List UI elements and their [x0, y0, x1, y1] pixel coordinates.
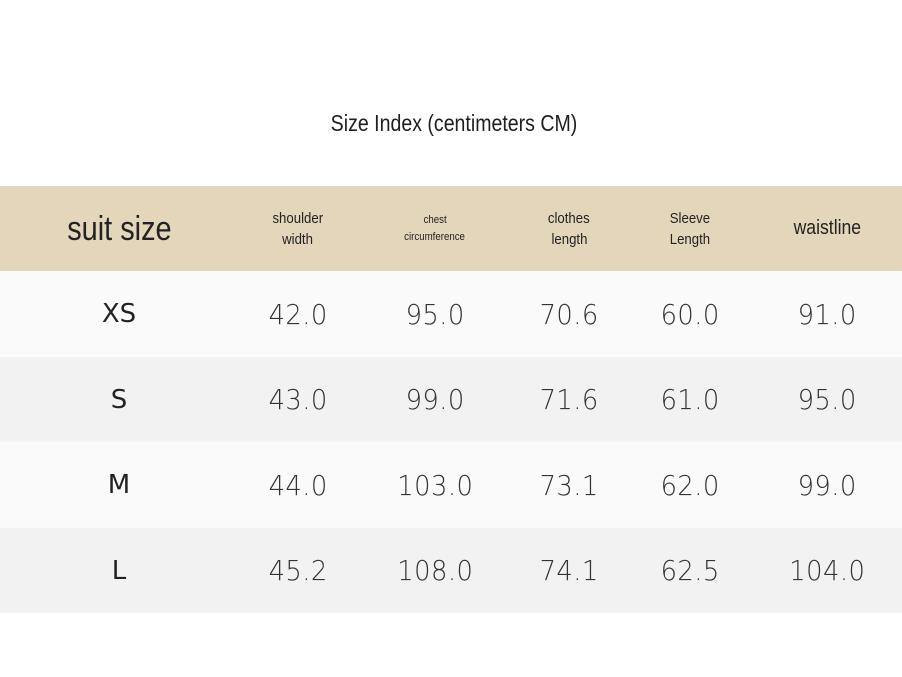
table-cell: 108.0 [365, 528, 505, 613]
table-cell: 71.6 [499, 357, 639, 442]
table-cell: 43.0 [228, 357, 368, 442]
table-cell: 61.0 [620, 357, 760, 442]
measurement: 95.0 [797, 383, 857, 416]
header-row: suit size shoulder width chest circumference… [0, 186, 902, 271]
header-text: Length [669, 230, 711, 248]
table-title: Size Index (centimeters CM) [330, 110, 578, 136]
header-text: Sleeve [669, 209, 711, 227]
measurement: 62.5 [660, 554, 720, 587]
table-cell: 45.2 [228, 528, 368, 613]
measurement: 99.0 [797, 468, 857, 502]
header-cell: Sleeve Length [620, 186, 760, 271]
table-row: L 45.2 108.0 74.1 62.5 104.0 [0, 528, 902, 613]
measurement: 108.0 [396, 554, 474, 587]
table-row: XS 42.0 95.0 70.6 60.0 91.0 [0, 271, 902, 357]
table-cell: 95.0 [757, 357, 897, 442]
measurement: 42.0 [268, 297, 328, 331]
table-cell: 60.0 [620, 271, 760, 357]
measurement: 70.6 [539, 297, 599, 331]
measurement: 74.1 [539, 554, 599, 587]
measurement: 61.0 [660, 383, 720, 416]
size-label: M [107, 470, 131, 500]
table-cell: L [49, 528, 189, 613]
table-cell: 62.5 [620, 528, 760, 613]
table-cell: 74.1 [499, 528, 639, 613]
header-cell: chest circumference [365, 186, 505, 271]
table-cell: 42.0 [228, 271, 368, 357]
measurement: 60.0 [660, 297, 720, 331]
header-text: shoulder [272, 209, 324, 227]
table-cell: M [49, 442, 189, 528]
measurement: 103.0 [396, 468, 474, 502]
table-cell: 44.0 [228, 442, 368, 528]
table-row: M 44.0 103.0 73.1 62.0 99.0 [0, 442, 902, 528]
header-cell: clothes length [499, 186, 639, 271]
table-cell: 103.0 [365, 442, 505, 528]
header-text: chest [423, 213, 447, 226]
measurement: 99.0 [405, 383, 465, 416]
measurement: 44.0 [268, 468, 328, 502]
measurement: 71.6 [539, 383, 599, 416]
measurement: 43.0 [268, 383, 328, 416]
header-cell: shoulder width [228, 186, 368, 271]
header-text: clothes [548, 209, 590, 227]
header-text: length [551, 230, 587, 248]
table-cell: XS [49, 271, 189, 357]
measurement: 104.0 [788, 554, 866, 587]
header-cell: waistline [757, 186, 897, 271]
table-cell: 104.0 [757, 528, 897, 613]
table-cell: 70.6 [499, 271, 639, 357]
header-text: waistline [793, 217, 861, 239]
size-label: L [111, 555, 127, 586]
table-row: S 43.0 99.0 71.6 61.0 95.0 [0, 357, 902, 442]
table-cell: 99.0 [757, 442, 897, 528]
measurement: 45.2 [268, 554, 328, 587]
header-cell: suit size [49, 186, 189, 271]
header-text: width [282, 230, 314, 248]
header-text: circumference [404, 230, 466, 243]
table-cell: S [49, 357, 189, 442]
table-cell: 99.0 [365, 357, 505, 442]
table-cell: 91.0 [757, 271, 897, 357]
size-label: XS [101, 299, 137, 329]
measurement: 73.1 [539, 468, 599, 502]
table-cell: 62.0 [620, 442, 760, 528]
measurement: 62.0 [660, 468, 720, 502]
size-label: S [110, 384, 128, 415]
measurement: 91.0 [797, 297, 857, 331]
header-text: suit size [66, 209, 172, 248]
table-cell: 95.0 [365, 271, 505, 357]
table-cell: 73.1 [499, 442, 639, 528]
measurement: 95.0 [405, 297, 465, 331]
